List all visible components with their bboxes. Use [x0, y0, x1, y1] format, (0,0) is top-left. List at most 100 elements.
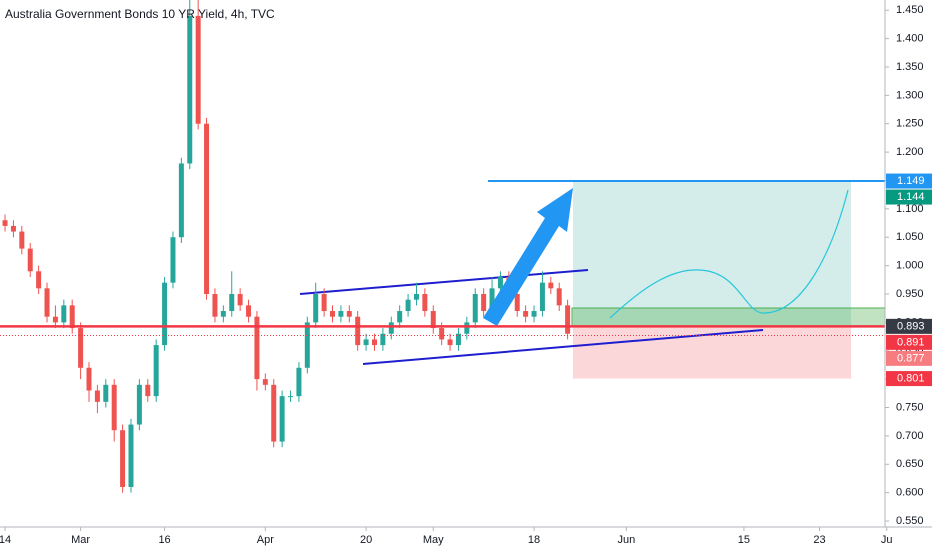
candle-body — [136, 384, 142, 425]
candle-body — [439, 328, 445, 340]
x-tick-label: Ju — [881, 534, 893, 546]
candle-body — [120, 430, 126, 487]
overlays — [0, 180, 885, 336]
candle-body — [271, 384, 277, 442]
candle-body — [187, 15, 193, 164]
price-label-box — [886, 350, 932, 366]
price-label: 0.877 — [897, 352, 925, 364]
y-tick-label: 0.950 — [896, 288, 924, 300]
x-tick-label: 18 — [528, 534, 540, 546]
candle-body — [304, 322, 310, 368]
candle-body — [330, 311, 336, 317]
candle-body — [86, 367, 92, 391]
x-tick-label: 14 — [0, 534, 11, 546]
candle-body — [61, 305, 67, 323]
candle-body — [204, 123, 210, 294]
candle-body — [388, 322, 394, 334]
candle-body — [52, 316, 58, 323]
price-label-box — [886, 371, 932, 387]
x-tick-label: 16 — [158, 534, 170, 546]
candle-body — [472, 294, 478, 323]
candle-body — [220, 311, 226, 317]
y-tick-label: 1.300 — [896, 89, 924, 101]
candle-body — [363, 339, 369, 346]
candle-body — [397, 311, 403, 323]
candle-body — [128, 424, 134, 487]
y-tick-label: 0.550 — [896, 515, 924, 527]
candle-body — [489, 288, 495, 312]
arrow — [483, 188, 573, 326]
candle-body — [27, 248, 33, 272]
price-label: 0.801 — [897, 372, 925, 384]
price-label-box — [886, 189, 932, 205]
x-tick-label: May — [423, 534, 444, 546]
channel-upper — [299, 269, 589, 295]
chart-title: Australia Government Bonds 10 YR Yield, … — [5, 7, 275, 21]
y-tick-label: 1.200 — [896, 146, 924, 158]
candle-body — [69, 305, 75, 329]
candle-body — [556, 288, 562, 306]
candle-body — [2, 220, 8, 226]
candle-body — [523, 311, 529, 317]
candle-body — [481, 294, 487, 312]
candle-body — [565, 305, 571, 334]
price-label: 0.893 — [897, 320, 925, 332]
candle-body — [19, 231, 25, 249]
candle-body — [153, 345, 159, 397]
candle-body — [355, 316, 361, 346]
drawings — [299, 181, 885, 379]
candle-body — [44, 288, 50, 317]
candle-body — [111, 384, 117, 431]
candle-body — [548, 282, 554, 289]
y-tick-label: 0.750 — [896, 401, 924, 413]
y-tick-label: 1.350 — [896, 61, 924, 73]
price-label: 0.891 — [897, 336, 925, 348]
candle-body — [447, 339, 453, 346]
candle-body — [455, 333, 461, 346]
candle-body — [539, 282, 545, 312]
candle-body — [254, 316, 260, 380]
price-label: 1.149 — [897, 175, 925, 187]
candle-body — [36, 271, 42, 289]
target-zone — [573, 181, 851, 327]
candle-body — [212, 294, 218, 317]
x-tick-label: Apr — [257, 534, 274, 546]
y-tick-label: 1.250 — [896, 118, 924, 130]
y-tick-label: 1.050 — [896, 231, 924, 243]
candle-body — [94, 390, 100, 402]
price-label: 1.144 — [897, 191, 925, 203]
candle-body — [338, 311, 344, 317]
candle-body — [288, 396, 294, 398]
candle-body — [422, 294, 428, 312]
price-label-box — [886, 173, 932, 189]
candle-body — [497, 276, 503, 289]
candle-body — [405, 299, 411, 312]
candle-body — [464, 322, 470, 334]
candle-body — [229, 294, 235, 312]
candle-body — [10, 225, 16, 232]
candle-body — [103, 384, 109, 402]
price-label-box — [886, 334, 932, 350]
candle-body — [380, 333, 386, 346]
candle-body — [296, 367, 302, 397]
candle-body — [413, 294, 419, 300]
candle-body — [237, 294, 243, 306]
candle-body — [514, 294, 520, 312]
candles — [2, 0, 571, 493]
candle-body — [430, 311, 436, 329]
candle-body — [346, 311, 352, 317]
candle-body — [145, 384, 151, 397]
candle-body — [78, 328, 84, 368]
y-tick-label: 0.650 — [896, 458, 924, 470]
x-tick-label: Mar — [71, 534, 90, 546]
price-label-box — [886, 318, 932, 334]
x-tick-label: 23 — [813, 534, 825, 546]
x-tick-label: 15 — [738, 534, 750, 546]
y-tick-label: 1.100 — [896, 203, 924, 215]
candle-body — [162, 282, 168, 346]
y-tick-label: 1.000 — [896, 260, 924, 272]
candle-body — [178, 163, 184, 238]
candle-body — [246, 305, 252, 317]
